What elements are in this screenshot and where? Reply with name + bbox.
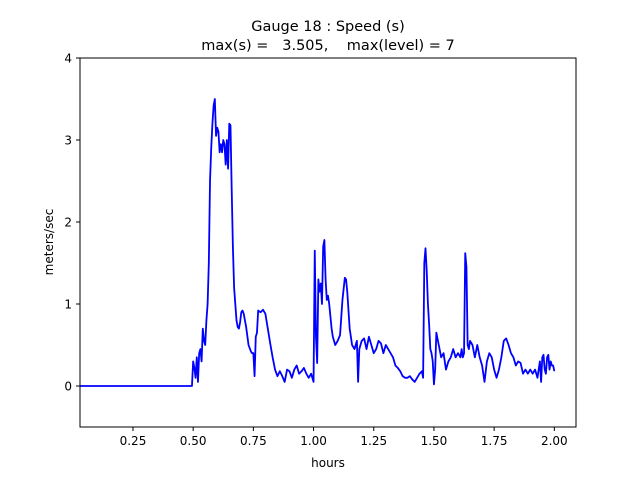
x-tick-label: 0.50 — [180, 434, 207, 448]
axes-frame — [79, 57, 577, 428]
y-axis-label: meters/sec — [42, 209, 56, 276]
y-tick-label: 1 — [64, 298, 72, 312]
chart-title: Gauge 18 : Speed (s) — [251, 19, 405, 35]
x-tick-label: 1.00 — [300, 434, 327, 448]
x-tick-label: 1.25 — [360, 434, 387, 448]
y-axis-ticks: 0 1 2 3 4 — [64, 52, 80, 394]
chart-subtitle: max(s) = 3.505, max(level) = 7 — [201, 38, 455, 54]
x-tick-label: 0.75 — [240, 434, 267, 448]
y-tick-label: 3 — [64, 134, 72, 148]
x-axis-label: hours — [311, 456, 345, 470]
y-tick-label: 4 — [64, 52, 72, 66]
x-tick-label: 1.50 — [421, 434, 448, 448]
plot-area — [80, 98, 556, 387]
y-tick-label: 2 — [64, 216, 72, 230]
y-tick-label: 0 — [64, 380, 72, 394]
x-tick-label: 1.75 — [481, 434, 508, 448]
x-axis-ticks: 0.25 0.50 0.75 1.00 1.25 1.50 1.75 2.00 — [120, 427, 568, 448]
speed-series-line — [80, 98, 556, 387]
x-tick-label: 0.25 — [120, 434, 147, 448]
x-tick-label: 2.00 — [541, 434, 568, 448]
